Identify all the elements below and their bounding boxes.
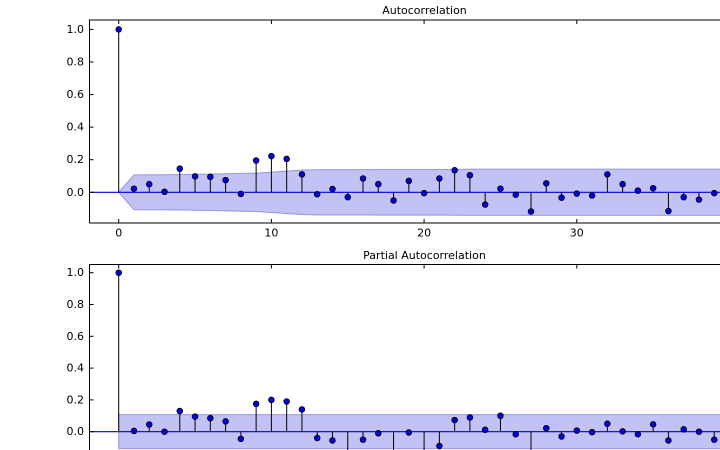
acf-marker-lag-29 bbox=[558, 194, 565, 201]
acf-marker-lag-39 bbox=[710, 189, 718, 197]
pacf-marker-lag-9 bbox=[252, 400, 260, 408]
acf-marker-lag-2 bbox=[145, 180, 153, 188]
pacf-y-tick-label: 0.8 bbox=[67, 298, 85, 311]
pacf-marker-lag-16 bbox=[359, 436, 367, 443]
pacf-marker-lag-11 bbox=[283, 398, 290, 405]
pacf-marker-lag-22 bbox=[451, 416, 458, 424]
pacf-marker-lag-36 bbox=[665, 437, 672, 444]
pacf-marker-lag-21 bbox=[436, 442, 443, 450]
pacf-marker-lag-6 bbox=[207, 414, 214, 422]
acf-marker-lag-19 bbox=[405, 177, 413, 185]
acf-marker-lag-6 bbox=[207, 173, 214, 181]
acf-y-tick-label: 0.4 bbox=[67, 121, 85, 134]
acf-x-tick-label: 30 bbox=[570, 227, 584, 240]
pacf-marker-lag-31 bbox=[588, 428, 596, 436]
acf-marker-lag-5 bbox=[191, 173, 199, 180]
acf-y-tick-label: 0.0 bbox=[67, 186, 85, 199]
pacf-marker-lag-26 bbox=[512, 430, 519, 438]
pacf-marker-lag-5 bbox=[191, 413, 199, 420]
acf-marker-lag-26 bbox=[512, 191, 519, 198]
acf-marker-lag-11 bbox=[283, 155, 290, 163]
acf-marker-lag-22 bbox=[451, 167, 458, 174]
pacf-marker-lag-8 bbox=[237, 435, 245, 443]
acf-marker-lag-36 bbox=[665, 207, 672, 215]
pacf-y-tick-label: 0.0 bbox=[67, 425, 85, 438]
pacf-marker-lag-2 bbox=[145, 421, 153, 428]
pacf-marker-lag-24 bbox=[481, 426, 489, 434]
acf-marker-lag-8 bbox=[237, 190, 245, 198]
acf-y-tick-label: 1.0 bbox=[67, 23, 85, 36]
pacf-marker-lag-1 bbox=[130, 427, 138, 435]
acf-y-tick-label: 0.8 bbox=[67, 55, 85, 68]
acf-x-tick-label: 20 bbox=[417, 227, 431, 240]
pacf-marker-lag-0 bbox=[115, 269, 122, 276]
pacf-marker-lag-7 bbox=[222, 418, 229, 425]
acf-axes-spines bbox=[89, 19, 720, 224]
acf-marker-lag-12 bbox=[298, 171, 306, 178]
pacf-marker-lag-32 bbox=[604, 420, 611, 428]
acf-marker-lag-1 bbox=[130, 185, 138, 192]
pacf-marker-lag-38 bbox=[695, 428, 703, 435]
pacf-y-tick-label: 0.2 bbox=[67, 393, 85, 406]
acf-marker-lag-0 bbox=[115, 26, 122, 33]
pacf-marker-lag-35 bbox=[649, 421, 657, 428]
acf-marker-lag-10 bbox=[268, 152, 275, 160]
acf-marker-lag-20 bbox=[420, 189, 428, 197]
pacf-marker-lag-39 bbox=[710, 436, 718, 443]
acf-marker-lag-31 bbox=[588, 192, 596, 199]
pacf-y-tick-label: 0.6 bbox=[67, 330, 85, 343]
acf-marker-lag-34 bbox=[634, 187, 642, 194]
acf-marker-lag-18 bbox=[390, 197, 397, 204]
pacf-marker-lag-12 bbox=[298, 406, 306, 413]
acf-marker-lag-35 bbox=[649, 184, 657, 192]
pacf-axes-spines bbox=[89, 264, 720, 450]
acf-marker-lag-13 bbox=[313, 191, 321, 198]
pacf-marker-lag-29 bbox=[558, 433, 565, 440]
pacf-marker-lag-14 bbox=[329, 437, 336, 444]
acf-marker-lag-3 bbox=[161, 188, 168, 196]
pacf-marker-lag-17 bbox=[375, 430, 382, 437]
pacf-marker-lag-23 bbox=[466, 414, 474, 421]
pacf-marker-lag-34 bbox=[634, 430, 642, 438]
acf-marker-lag-33 bbox=[619, 180, 626, 188]
pacf-marker-lag-3 bbox=[161, 428, 168, 435]
acf-x-tick-label: 0 bbox=[115, 227, 122, 240]
pacf-marker-lag-37 bbox=[680, 426, 687, 433]
acf-marker-lag-17 bbox=[375, 180, 382, 188]
acf-marker-lag-37 bbox=[680, 193, 687, 201]
pacf-marker-lag-28 bbox=[543, 424, 550, 432]
acf-marker-lag-16 bbox=[359, 175, 367, 182]
pacf-marker-lag-25 bbox=[497, 412, 504, 420]
pacf-marker-lag-19 bbox=[405, 429, 413, 436]
acf-marker-lag-9 bbox=[252, 157, 260, 164]
acf-marker-lag-21 bbox=[436, 175, 443, 182]
acf-marker-lag-15 bbox=[344, 193, 352, 201]
acf-marker-lag-23 bbox=[466, 171, 474, 179]
acf-marker-lag-7 bbox=[222, 176, 229, 184]
acf-y-tick-label: 0.6 bbox=[67, 88, 85, 101]
acf-marker-lag-32 bbox=[604, 171, 611, 178]
pacf-y-tick-label: 0.4 bbox=[67, 362, 85, 375]
pacf-marker-lag-13 bbox=[313, 434, 321, 442]
acf-marker-lag-14 bbox=[329, 185, 336, 193]
acf-marker-lag-24 bbox=[481, 201, 489, 208]
acf-x-tick-label: 10 bbox=[264, 227, 278, 240]
acf-marker-lag-30 bbox=[573, 190, 581, 197]
pacf-marker-lag-30 bbox=[573, 427, 581, 434]
acf-marker-lag-4 bbox=[176, 165, 184, 172]
acf-marker-lag-27 bbox=[527, 208, 535, 215]
pacf-marker-lag-33 bbox=[619, 428, 626, 435]
acf-y-tick-label: 0.2 bbox=[67, 153, 85, 166]
pacf-y-tick-label: 1.0 bbox=[67, 266, 85, 279]
acf-marker-lag-28 bbox=[543, 180, 550, 187]
pacf-marker-lag-4 bbox=[176, 407, 184, 415]
pacf-marker-lag-10 bbox=[268, 396, 275, 404]
acf-marker-lag-25 bbox=[497, 185, 504, 192]
acf-marker-lag-38 bbox=[695, 196, 703, 203]
